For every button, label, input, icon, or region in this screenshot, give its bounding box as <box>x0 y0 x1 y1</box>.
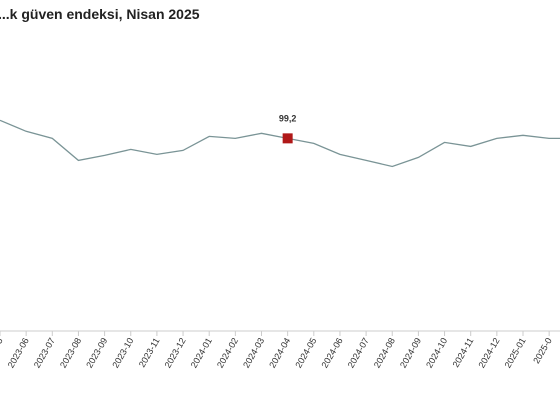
x-tick-label: 2024-03 <box>241 336 266 370</box>
x-tick-label: 2024-06 <box>320 336 345 370</box>
x-tick-label: 2024-07 <box>346 336 371 370</box>
x-tick-label: 2024-10 <box>424 336 449 370</box>
x-tick-label: 2023-08 <box>58 336 83 370</box>
x-tick-label: 5 <box>0 336 5 345</box>
x-tick-label: 2024-04 <box>267 336 292 370</box>
chart-title: ...k güven endeksi, Nisan 2025 <box>0 6 200 22</box>
x-tick-label: 2024-09 <box>398 336 423 370</box>
x-tick-label: 2023-07 <box>32 336 57 370</box>
x-tick-label: 2025-0 <box>531 336 554 365</box>
x-axis-ticks: 5 2023-06 2023-07 2023-08 2023-09 2023-10 2023… <box>0 331 554 370</box>
x-tick-label: 2024-01 <box>189 336 214 370</box>
x-tick-label: 2023-06 <box>6 336 31 370</box>
highlight-value-label: 99,2 <box>279 113 297 123</box>
x-tick-label: 2025-01 <box>503 336 528 370</box>
x-tick-label: 2024-12 <box>476 336 501 370</box>
x-tick-label: 2024-02 <box>215 336 240 370</box>
x-tick-label: 2024-05 <box>293 336 318 370</box>
highlight-layer: 99,2 <box>279 113 297 144</box>
x-tick-label: 2023-12 <box>163 336 188 370</box>
x-tick-label: 2023-11 <box>137 336 162 369</box>
x-tick-label: 2024-11 <box>451 336 476 369</box>
x-tick-label: 2023-10 <box>110 336 135 370</box>
x-tick-label: 2023-09 <box>84 336 109 370</box>
x-tick-label: 2024-08 <box>372 336 397 370</box>
highlight-marker <box>282 133 293 144</box>
series-line <box>0 119 560 168</box>
